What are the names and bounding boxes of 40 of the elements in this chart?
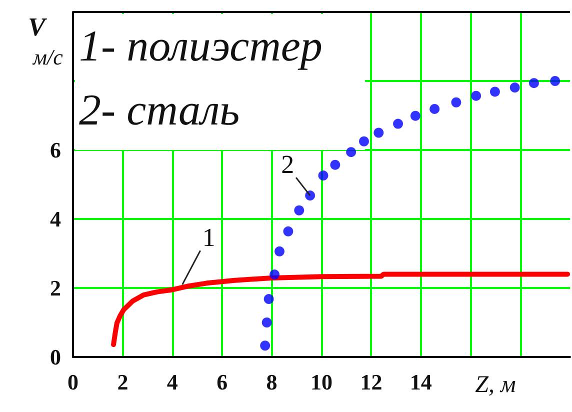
- x-tick-label: 12: [360, 370, 382, 394]
- point: [262, 318, 272, 328]
- point: [430, 104, 440, 114]
- point: [260, 340, 270, 351]
- x-tick-label: 14: [410, 370, 432, 394]
- point: [490, 86, 500, 97]
- annotation: 2: [281, 150, 294, 180]
- y-tick-label: 0: [50, 344, 61, 370]
- point: [346, 147, 356, 158]
- point: [283, 226, 294, 236]
- point: [264, 294, 274, 304]
- point: [270, 270, 280, 280]
- point: [294, 205, 304, 216]
- point: [393, 118, 404, 129]
- x-tick-label: 2: [117, 370, 128, 394]
- y-tick-label: 2: [50, 276, 61, 300]
- x-tick-label: 4: [166, 370, 178, 394]
- point: [528, 78, 539, 88]
- y-tick-label: 6: [50, 138, 61, 162]
- x-axis-title: Z, м: [475, 372, 516, 398]
- point: [274, 246, 285, 256]
- point: [550, 76, 560, 86]
- x-tick-label: 10: [310, 370, 332, 394]
- annotation: 1: [202, 223, 216, 252]
- annotation: 1- полиэстер: [79, 22, 322, 70]
- point: [374, 128, 384, 138]
- y-tick-label: 4: [50, 206, 61, 232]
- point: [330, 160, 340, 170]
- x-tick-label: 8: [266, 370, 278, 394]
- point: [471, 90, 482, 101]
- x-tick-label: 0: [68, 370, 78, 394]
- point: [305, 190, 316, 201]
- point: [410, 110, 420, 121]
- point: [318, 170, 328, 181]
- point: [359, 136, 369, 146]
- annotation: 2- сталь: [79, 86, 240, 134]
- x-tick-label: 6: [216, 370, 228, 394]
- point: [510, 82, 520, 93]
- y-axis-title: V м/с: [28, 12, 64, 70]
- point: [451, 97, 462, 108]
